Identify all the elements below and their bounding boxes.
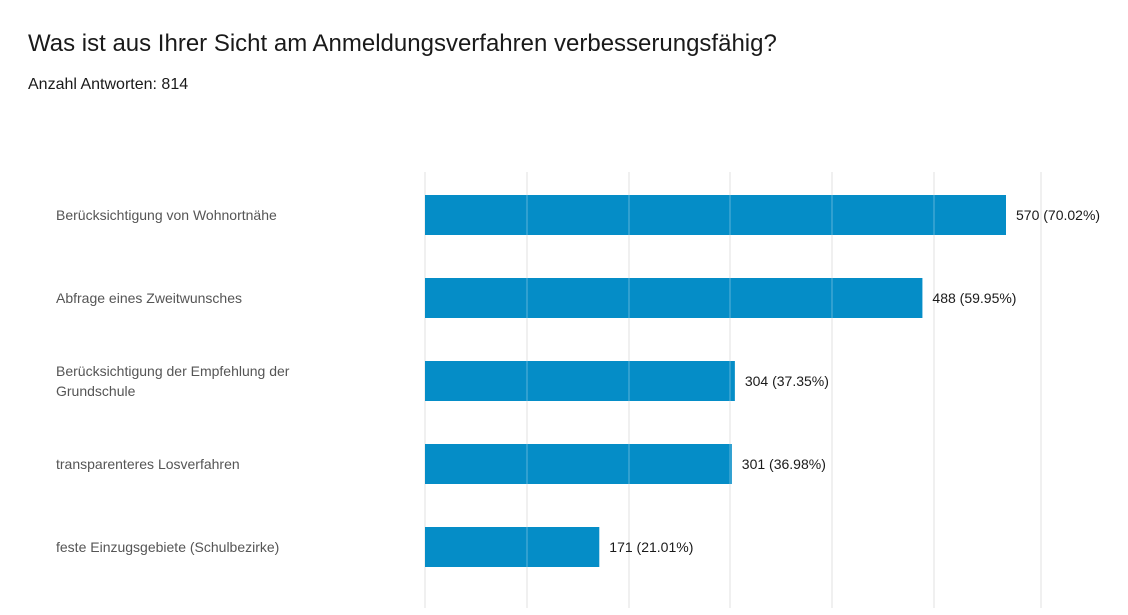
bar[interactable] [425,444,732,484]
category-label: Berücksichtigung von Wohnortnähe [56,207,277,223]
bars [425,195,1006,567]
value-label: 171 (21.01%) [609,539,693,555]
value-label: 570 (70.02%) [1016,207,1100,223]
bar[interactable] [425,278,923,318]
value-label: 304 (37.35%) [745,373,829,389]
category-label: feste Einzugsgebiete (Schulbezirke) [56,539,279,555]
value-label: 488 (59.95%) [932,290,1016,306]
bar[interactable] [425,361,735,401]
category-label: transparenteres Losverfahren [56,456,240,472]
value-labels: 570 (70.02%) 488 (59.95%) 304 (37.35%) 301 … [609,207,1100,555]
category-label: Berücksichtigung der Empfehlung der Grund… [56,363,290,399]
value-label: 301 (36.98%) [742,456,826,472]
bar[interactable] [425,527,600,567]
chart-title: Was ist aus Ihrer Sicht am Anmeldungsver… [28,30,777,57]
category-label: Abfrage eines Zweitwunsches [56,290,242,306]
category-labels: Berücksichtigung von Wohnortnähe Abfrage … [56,207,290,555]
response-count: Anzahl Antworten: 814 [28,76,189,93]
bar[interactable] [425,195,1006,235]
